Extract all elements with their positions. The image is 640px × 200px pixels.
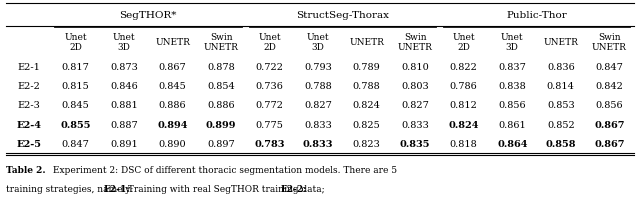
Text: 0.881: 0.881 (110, 101, 138, 110)
Text: 0.836: 0.836 (547, 63, 575, 71)
Text: 0.845: 0.845 (159, 82, 186, 91)
Text: 0.878: 0.878 (207, 63, 235, 71)
Text: 0.838: 0.838 (499, 82, 526, 91)
Text: Unet
2D: Unet 2D (259, 33, 281, 51)
Text: E2-2: E2-2 (17, 82, 40, 91)
Text: 0.825: 0.825 (353, 120, 381, 129)
Text: UNETR: UNETR (155, 38, 190, 47)
Text: 0.810: 0.810 (401, 63, 429, 71)
Text: 0.824: 0.824 (449, 120, 479, 129)
Text: Unet
2D: Unet 2D (452, 33, 475, 51)
Text: 0.861: 0.861 (499, 120, 526, 129)
Text: E2-1: E2-1 (17, 63, 40, 71)
Text: 0.772: 0.772 (255, 101, 284, 110)
Text: 0.887: 0.887 (110, 120, 138, 129)
Text: E2-3: E2-3 (17, 101, 40, 110)
Text: 0.891: 0.891 (110, 139, 138, 148)
Text: SegTHOR*: SegTHOR* (120, 11, 177, 20)
Text: Unet
3D: Unet 3D (501, 33, 524, 51)
Text: 0.814: 0.814 (547, 82, 575, 91)
Text: 0.817: 0.817 (61, 63, 90, 71)
Text: 0.853: 0.853 (547, 101, 575, 110)
Text: Swin
UNETR: Swin UNETR (592, 33, 627, 51)
Text: 0.818: 0.818 (450, 139, 477, 148)
Text: 0.815: 0.815 (61, 82, 90, 91)
Text: Experiment 2: DSC of different thoracic segmentation models. There are 5: Experiment 2: DSC of different thoracic … (50, 165, 397, 174)
Text: 0.855: 0.855 (60, 120, 91, 129)
Text: 0.846: 0.846 (110, 82, 138, 91)
Text: 0.897: 0.897 (207, 139, 235, 148)
Text: 0.793: 0.793 (304, 63, 332, 71)
Text: 0.835: 0.835 (400, 139, 431, 148)
Text: 0.775: 0.775 (255, 120, 284, 129)
Text: E2-1:: E2-1: (104, 184, 131, 193)
Text: 0.864: 0.864 (497, 139, 527, 148)
Text: 0.890: 0.890 (159, 139, 186, 148)
Text: Table 2.: Table 2. (6, 165, 46, 174)
Text: Swin
UNETR: Swin UNETR (398, 33, 433, 51)
Text: 0.824: 0.824 (353, 101, 381, 110)
Text: UNETR: UNETR (349, 38, 384, 47)
Text: 0.788: 0.788 (353, 82, 381, 91)
Text: Public-Thor: Public-Thor (506, 11, 567, 20)
Text: Unet
3D: Unet 3D (307, 33, 330, 51)
Text: E2-4: E2-4 (16, 120, 42, 129)
Text: 0.833: 0.833 (304, 120, 332, 129)
Text: 0.827: 0.827 (401, 101, 429, 110)
Text: 0.803: 0.803 (401, 82, 429, 91)
Text: 0.856: 0.856 (499, 101, 526, 110)
Text: 0.833: 0.833 (303, 139, 333, 148)
Text: 0.894: 0.894 (157, 120, 188, 129)
Text: 0.783: 0.783 (254, 139, 285, 148)
Text: Training with real SegTHOR training data;: Training with real SegTHOR training data… (125, 184, 327, 193)
Text: 0.847: 0.847 (595, 63, 623, 71)
Text: E2-5: E2-5 (16, 139, 42, 148)
Text: Swin
UNETR: Swin UNETR (204, 33, 239, 51)
Text: Unet
2D: Unet 2D (64, 33, 87, 51)
Text: 0.833: 0.833 (401, 120, 429, 129)
Text: E2-2:: E2-2: (280, 184, 307, 193)
Text: 0.899: 0.899 (206, 120, 236, 129)
Text: 0.789: 0.789 (353, 63, 381, 71)
Text: 0.842: 0.842 (595, 82, 623, 91)
Text: 0.867: 0.867 (594, 139, 625, 148)
Text: 0.867: 0.867 (159, 63, 186, 71)
Text: Unet
3D: Unet 3D (113, 33, 135, 51)
Text: 0.722: 0.722 (255, 63, 284, 71)
Text: 0.786: 0.786 (450, 82, 477, 91)
Text: 0.873: 0.873 (110, 63, 138, 71)
Text: training strategies, namely:: training strategies, namely: (6, 184, 137, 193)
Text: UNETR: UNETR (543, 38, 578, 47)
Text: 0.852: 0.852 (547, 120, 575, 129)
Text: 0.788: 0.788 (304, 82, 332, 91)
Text: 0.812: 0.812 (450, 101, 477, 110)
Text: 0.845: 0.845 (61, 101, 90, 110)
Text: 0.837: 0.837 (499, 63, 526, 71)
Text: StructSeg-Thorax: StructSeg-Thorax (296, 11, 389, 20)
Text: 0.856: 0.856 (596, 101, 623, 110)
Text: 0.858: 0.858 (545, 139, 576, 148)
Text: 0.886: 0.886 (159, 101, 186, 110)
Text: 0.827: 0.827 (304, 101, 332, 110)
Text: 0.854: 0.854 (207, 82, 235, 91)
Text: 0.886: 0.886 (207, 101, 235, 110)
Text: 0.736: 0.736 (255, 82, 284, 91)
Text: 0.823: 0.823 (353, 139, 381, 148)
Text: 0.867: 0.867 (594, 120, 625, 129)
Text: 0.822: 0.822 (450, 63, 477, 71)
Text: 0.847: 0.847 (61, 139, 90, 148)
